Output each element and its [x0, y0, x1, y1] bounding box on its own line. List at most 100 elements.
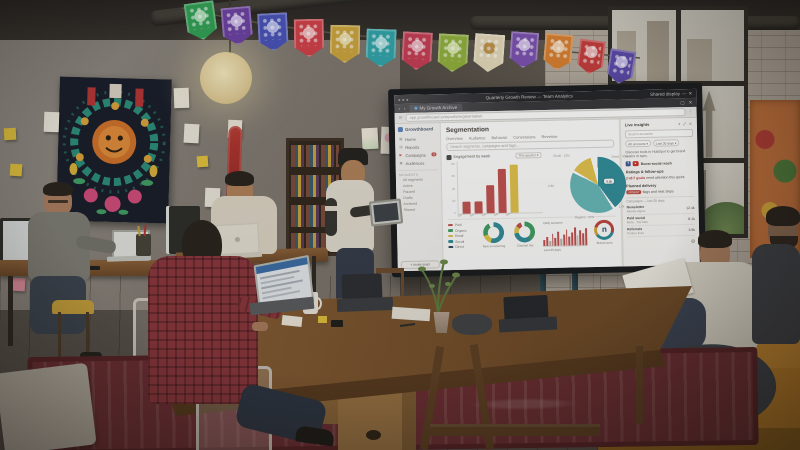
- flag-medallion: [615, 55, 629, 69]
- donut-caption: Channel mix: [516, 243, 534, 248]
- bar-chart-panel: Engagement by week This quarter ▾ 80 60 40…: [446, 152, 543, 219]
- tablet-screen: [373, 202, 399, 223]
- pen-cup: [136, 234, 151, 256]
- donut-chart: [514, 221, 536, 243]
- nav-item-icon: ▶: [399, 153, 403, 158]
- filter-chip[interactable]: Last 30 days ▾: [652, 139, 680, 147]
- facebook-icon[interactable]: f: [625, 161, 631, 167]
- page-tab[interactable]: Overview: [446, 135, 463, 142]
- flag-medallion: [447, 41, 460, 54]
- glasses: [48, 200, 68, 203]
- favicon: [414, 106, 418, 110]
- forward-icon[interactable]: ›: [403, 105, 406, 111]
- smartphone: [331, 320, 343, 327]
- donut-caption: New vs returning: [482, 243, 506, 249]
- mini-bar: [546, 236, 549, 247]
- close-icon[interactable]: ✕: [688, 99, 693, 105]
- flag-medallion: [339, 33, 351, 45]
- y-tick: 80: [451, 161, 455, 167]
- y-tick: 60: [451, 174, 455, 179]
- window-dot: [398, 98, 401, 101]
- flag-medallion: [483, 41, 496, 54]
- mini-bar: [579, 230, 582, 246]
- window-title: Quarterly Growth Review — Team Analytics: [485, 93, 573, 101]
- os-right-label: Shared display: [650, 91, 680, 97]
- menu-icon[interactable]: ⋮: [688, 108, 693, 115]
- bar-chart-title: Engagement by week: [453, 154, 491, 159]
- filter-chips: All accounts ▾ Last 30 days ▾: [625, 139, 693, 148]
- close-icon[interactable]: ✕: [688, 90, 693, 96]
- legend-label: Paid: [454, 222, 462, 227]
- torso: [752, 244, 800, 344]
- panel-icons[interactable]: ▾ ⤢ ✕: [678, 121, 693, 126]
- pie-callout: 1.2k: [618, 204, 625, 209]
- nav-item-icon: ▤: [399, 145, 403, 150]
- tablet: [368, 198, 404, 227]
- filter-chip[interactable]: All accounts ▾: [625, 139, 651, 148]
- pie-chart-panel: 9.8k Email · 12% Direct · 40% 4.1k 1.2k Orga…: [547, 151, 634, 220]
- legend-label: Direct: [455, 244, 465, 249]
- panel-search-input[interactable]: Search accounts: [624, 128, 694, 138]
- page-tab[interactable]: Audience: [468, 135, 486, 141]
- legend-item: Organic: [448, 228, 475, 233]
- page-tab[interactable]: Behavior: [491, 134, 508, 141]
- kids-drawing: [361, 127, 379, 150]
- panel-heading-2: Planned delivery: [626, 183, 657, 189]
- nav-item-label: Campaigns: [405, 152, 426, 158]
- nav-item-icon: ▦: [399, 137, 403, 142]
- reload-icon[interactable]: ⟳: [398, 115, 403, 121]
- row-value: 12.4k: [686, 206, 695, 211]
- mini-bar-caption: Last 30 days: [543, 247, 561, 253]
- analytics-dashboard: Quarterly Growth Review — Team Analytics…: [394, 88, 700, 272]
- legend-swatch: [447, 223, 453, 227]
- flag-medallion: [266, 20, 279, 33]
- youtube-icon[interactable]: ▸: [632, 161, 639, 167]
- legend-label: Email: [455, 233, 464, 238]
- apple-logo: [234, 236, 241, 243]
- papers: [281, 314, 303, 328]
- sidebar-nav-item[interactable]: ◉ Audiences: [399, 158, 438, 167]
- page-tab[interactable]: Revenue: [541, 133, 558, 140]
- pie-callouts: Email · 12% Direct · 40% 4.1k 1.2k Organic ·…: [547, 151, 634, 220]
- search-input[interactable]: Search segments, campaigns and tags…: [446, 139, 615, 152]
- mini-bar: [576, 235, 579, 246]
- page-tab[interactable]: Conversions: [513, 134, 536, 140]
- panel-title: Live insights: [624, 121, 650, 128]
- flag-medallion: [230, 14, 243, 27]
- mini-bar: [543, 240, 546, 247]
- window-dot: [402, 98, 405, 101]
- mini-bar: [551, 233, 554, 246]
- legend-swatch: [448, 245, 454, 249]
- bar-plot: [456, 160, 543, 215]
- table-rows: Newsletter Weekly digest 12.4k Paid socia…: [626, 203, 696, 238]
- back-icon[interactable]: ‹: [398, 106, 401, 112]
- desk-leg: [8, 276, 13, 346]
- pie-callout: Email · 12%: [553, 153, 570, 158]
- panel-paragraph: Discover tools in HubSpot to get brand t…: [625, 148, 686, 159]
- hair: [766, 206, 800, 226]
- legend-item: Paid: [447, 222, 475, 228]
- legend-item: Social: [448, 239, 475, 244]
- legend-swatch: [448, 228, 454, 232]
- browser-tab[interactable]: My Growth Archive: [409, 103, 463, 112]
- white-furniture-corner: [0, 362, 97, 450]
- tab-label: My Growth Archive: [419, 104, 458, 111]
- hair: [43, 182, 73, 196]
- legend-item: Email: [448, 234, 475, 239]
- table-row[interactable]: Referrals Partner links 3.9k: [626, 225, 696, 238]
- segment-item[interactable]: Shared: [403, 207, 415, 213]
- minimize-icon[interactable]: —: [681, 91, 687, 97]
- chart-legend: Paid Organic Email Social Direct: [447, 222, 476, 250]
- panel-line-1: 2 of 7 goals need attention this sprint.: [626, 175, 694, 181]
- gear-icon[interactable]: ⚙: [690, 238, 696, 245]
- mini-bar: [554, 237, 557, 246]
- maximize-icon[interactable]: ▢: [680, 99, 685, 105]
- bar: [509, 164, 519, 213]
- nav-item-label: Home: [405, 136, 416, 142]
- range-select[interactable]: This quarter ▾: [515, 152, 542, 159]
- folk-art-sun-poster: [56, 76, 172, 224]
- campaign-table: Campaigns — last 30 days Newsletter Weekl…: [626, 195, 696, 238]
- y-tick: 40: [451, 186, 456, 191]
- flag-medallion: [552, 40, 565, 53]
- social-label: Boost social reach: [640, 161, 672, 166]
